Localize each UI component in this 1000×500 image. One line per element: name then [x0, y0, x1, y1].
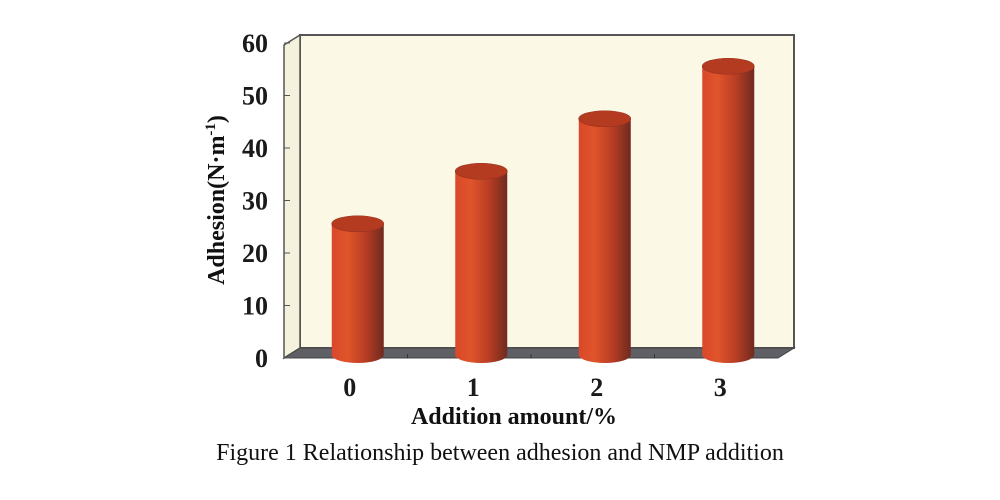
y-axis-title-close: ) — [204, 115, 230, 123]
bar-chart: 0 10 20 30 40 50 60 0 1 2 3 Adhesion(N·m-1) — [203, 29, 796, 402]
x-tick-label: 2 — [590, 373, 603, 402]
bar — [331, 215, 385, 363]
y-tick-label: 60 — [242, 29, 268, 58]
bar — [578, 110, 632, 363]
svg-text:Adhesion(N·m-1): Adhesion(N·m-1) — [203, 115, 230, 285]
x-axis-title: Addition amount/% — [410, 404, 618, 430]
x-tick-label: 3 — [714, 373, 727, 402]
y-tick-label: 10 — [242, 292, 268, 321]
y-tick-label: 50 — [242, 82, 268, 111]
bar — [454, 162, 508, 363]
y-axis-title-superscript: -1 — [203, 123, 219, 136]
y-tick-label: 30 — [242, 187, 268, 216]
plot-frame — [282, 33, 796, 360]
y-axis-ticks: 0 10 20 30 40 50 60 — [242, 29, 290, 373]
y-tick-label: 40 — [242, 134, 268, 163]
bar — [701, 57, 755, 363]
x-tick-label: 1 — [467, 373, 480, 402]
side-wall — [283, 33, 301, 360]
y-tick-label: 0 — [255, 344, 268, 373]
y-tick-label: 20 — [242, 239, 268, 268]
x-axis-ticks: 0 1 2 3 — [343, 354, 727, 402]
y-axis-title-base: Adhesion(N·m — [204, 136, 230, 285]
x-tick-label: 0 — [343, 373, 356, 402]
y-axis-title: Adhesion(N·m-1) — [203, 115, 230, 285]
figure-caption: Figure 1 Relationship between adhesion a… — [216, 440, 784, 466]
bar-series — [331, 57, 755, 363]
